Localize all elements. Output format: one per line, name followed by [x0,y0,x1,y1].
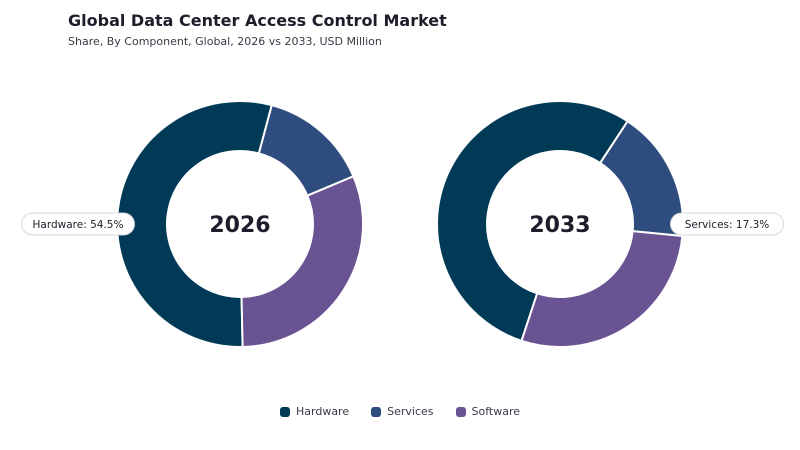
center-label-2033: 2033 [529,213,590,238]
legend-swatch-software [455,406,466,417]
legend-swatch-hardware [280,406,290,417]
callout-label: Services: 17.3% [685,219,770,231]
legend-swatch-services [371,406,382,417]
slice-2026-software[interactable] [240,174,364,348]
legend-label-hardware: Hardware [296,405,350,418]
legend-item-hardware[interactable]: Hardware [280,405,349,418]
donut-2033: 2033 Services: 17.3% [436,100,784,348]
slice-2033-software[interactable] [520,230,684,348]
callout-box [670,212,784,236]
legend-item-services[interactable]: Services [371,405,434,418]
callout-2033: Services: 17.3% [670,212,784,236]
callout-label: Hardware: 54.5% [33,219,124,231]
donut-2026: 2026 Hardware: 54.5% [21,100,364,348]
callout-box [21,212,135,236]
callout-2026: Hardware: 54.5% [21,212,135,236]
legend-item-software[interactable]: Software [455,405,521,418]
chart-subtitle: Share, By Component, Global, 2026 vs 203… [68,35,382,48]
center-label-2026: 2026 [209,213,270,238]
slice-2026-hardware[interactable] [116,100,274,348]
chart-title: Global Data Center Access Control Market [68,11,447,30]
legend-label-software: Software [471,405,521,418]
legend-label-services: Services [387,405,434,418]
legend: Hardware Services Software [0,405,800,418]
slice-2033-hardware[interactable] [436,100,629,343]
